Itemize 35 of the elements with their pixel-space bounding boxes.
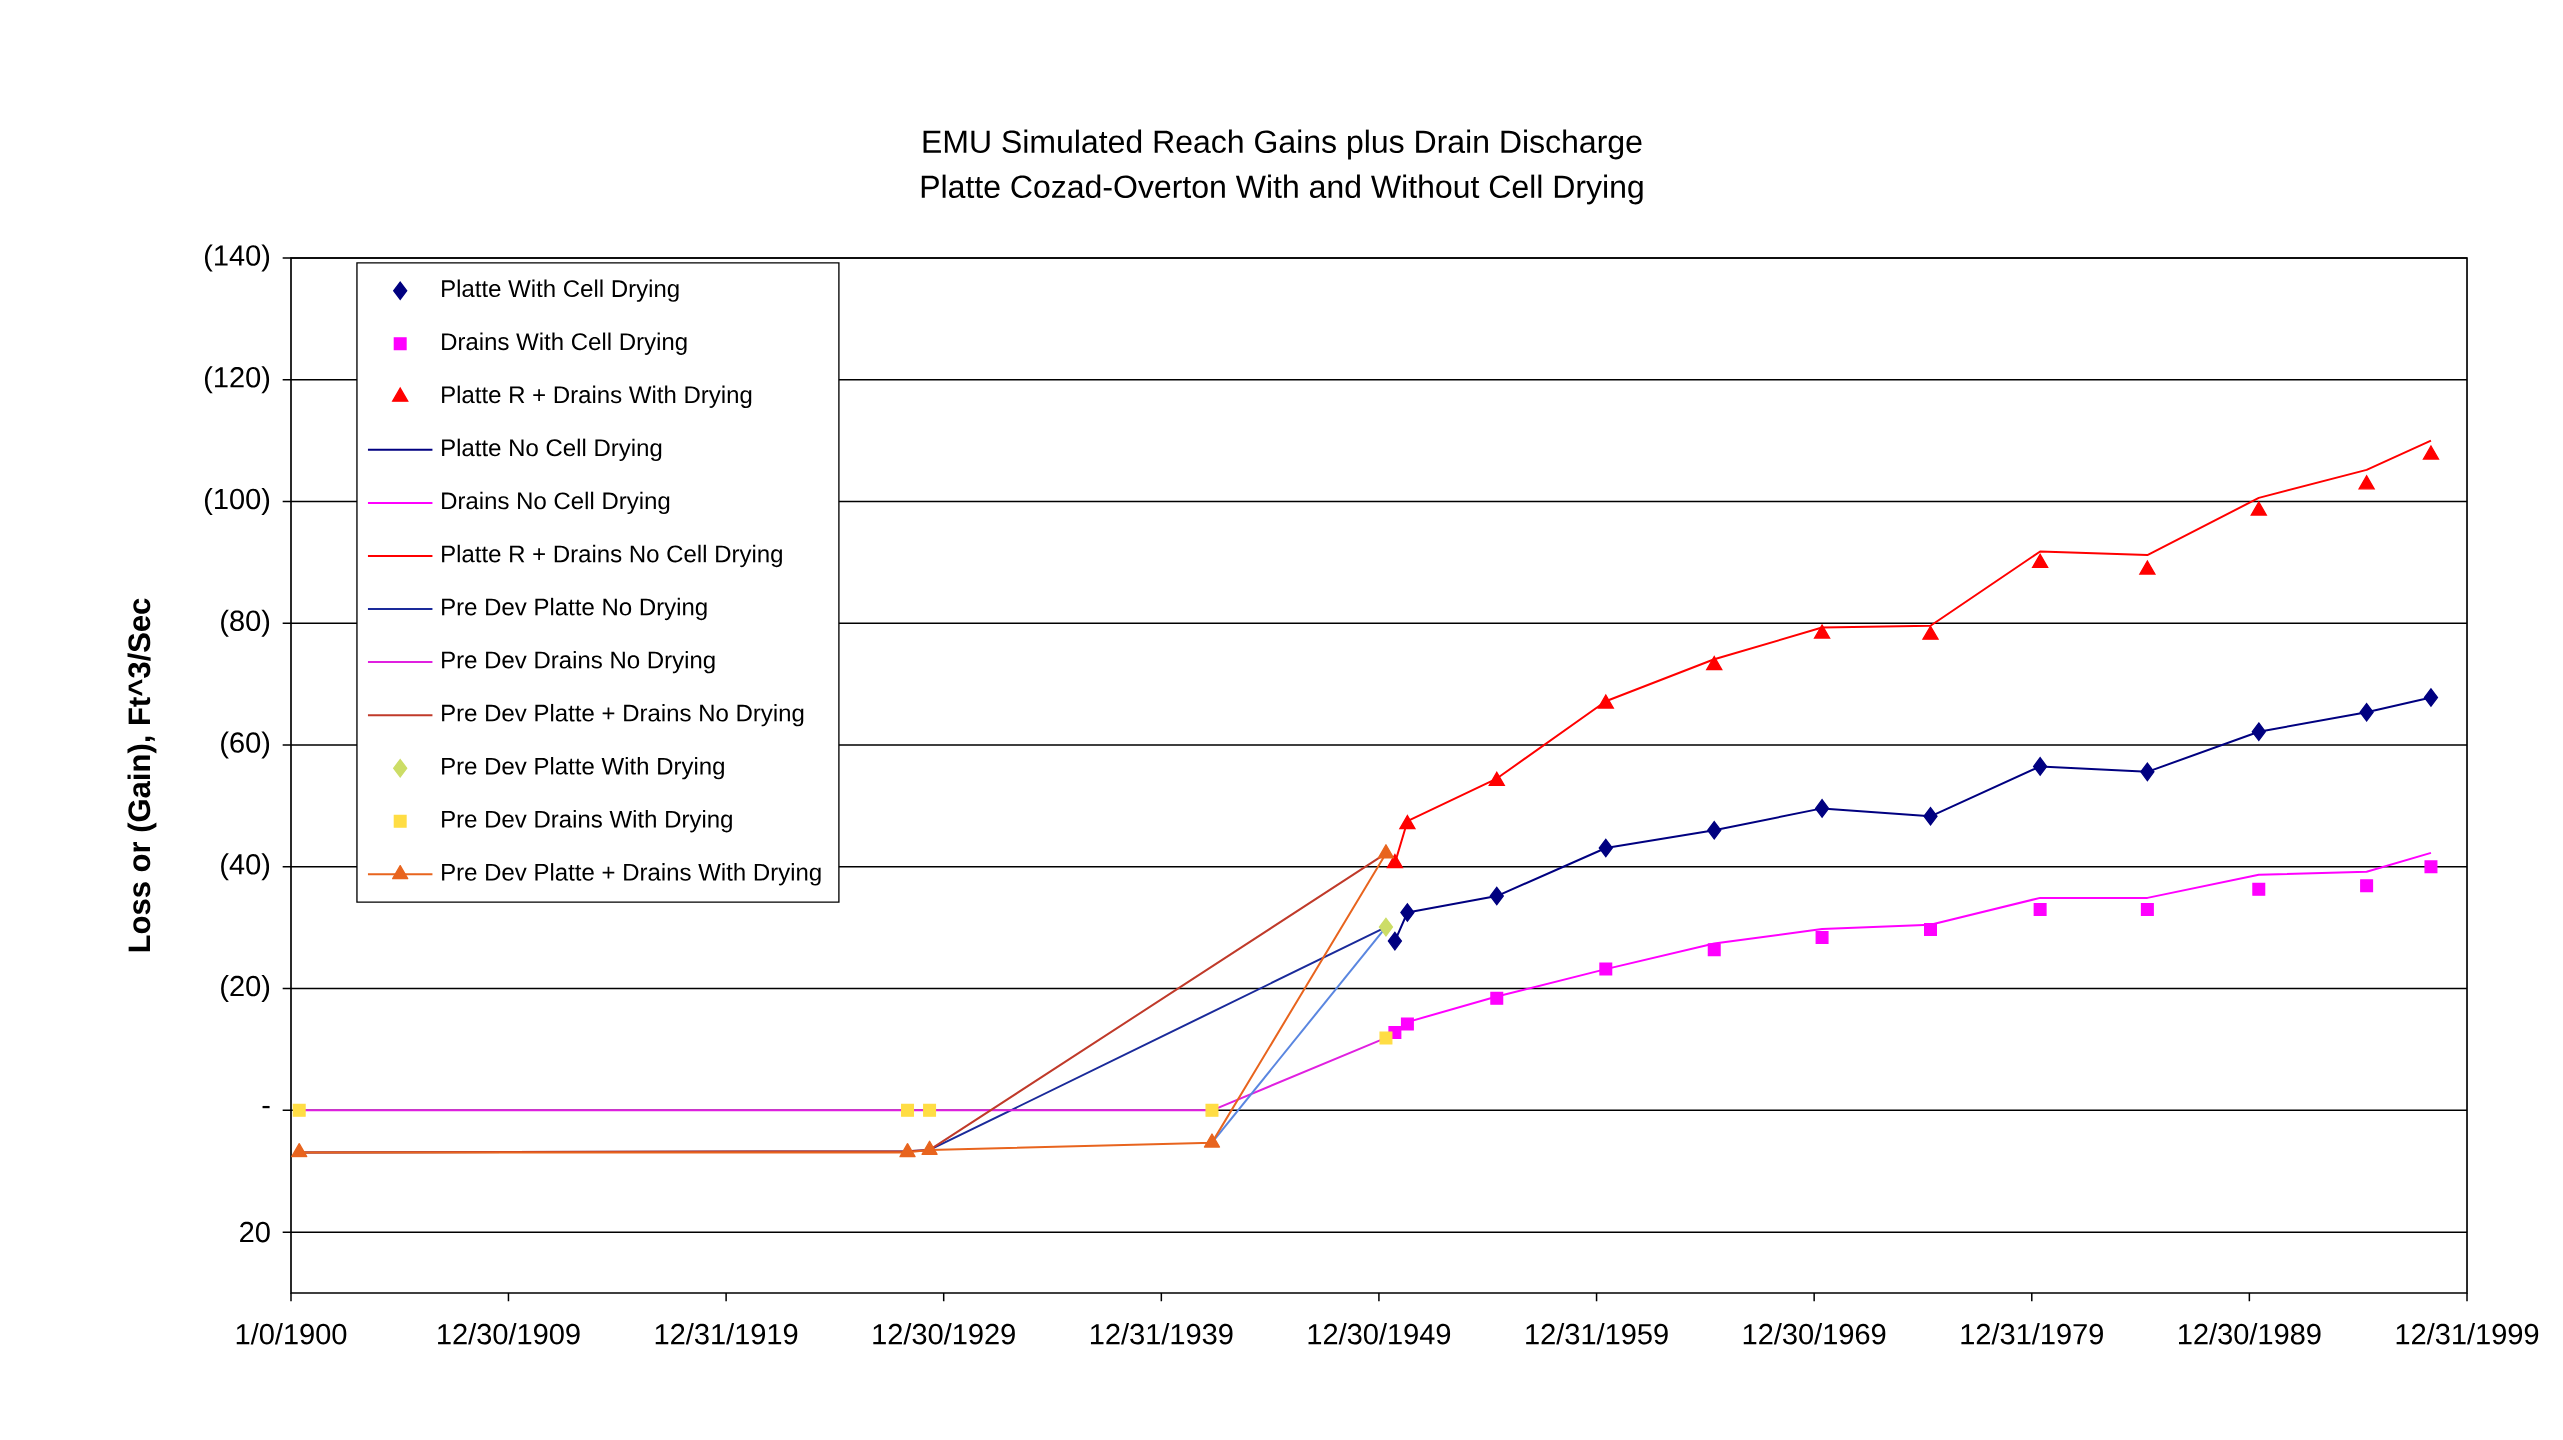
legend-label: Platte R + Drains With Drying (442, 385, 752, 408)
x-tick-label: 12/31/1919 (655, 1323, 798, 1345)
legend-label: Pre Dev Drains With Drying (442, 810, 732, 833)
y-tick-label: (140) (204, 244, 270, 272)
chart-subtitle: Platte Cozad-Overton With and Without Cell Drying (921, 174, 1643, 205)
legend-label: Drains With Cell Drying (442, 332, 687, 355)
x-tick-label: 12/31/1939 (1090, 1323, 1233, 1345)
chart-title: EMU Simulated Reach Gains plus Drain Discharge (923, 129, 1642, 160)
y-tick-label: (40) (221, 853, 270, 881)
x-tick-label: 12/31/1959 (1526, 1323, 1668, 1345)
x-tick-label: 1/0/1900 (236, 1323, 347, 1345)
y-tick-label: (20) (221, 975, 270, 1003)
legend-label: Platte No Cell Drying (442, 438, 662, 462)
y-tick-label: - (262, 1105, 270, 1109)
legend-label: Platte R + Drains No Cell Drying (442, 544, 782, 568)
legend-label: Platte With Cell Drying (442, 279, 679, 302)
legend-label: Pre Dev Platte With Drying (442, 756, 724, 780)
legend-label: Pre Dev Platte + Drains With Drying (442, 863, 821, 886)
legend-label: Pre Dev Platte No Drying (442, 597, 707, 621)
y-tick-label: (60) (221, 731, 270, 759)
y-tick-label: (100) (204, 488, 270, 516)
x-tick-label: 12/30/1909 (438, 1323, 580, 1345)
y-tick-label: (80) (221, 609, 270, 637)
x-tick-label: 12/30/1949 (1308, 1323, 1451, 1345)
x-tick-label: 12/31/1999 (2396, 1323, 2539, 1345)
legend-label: Pre Dev Platte + Drains No Drying (442, 703, 804, 727)
x-tick-label: 12/30/1929 (873, 1323, 1015, 1345)
y-tick-label: (120) (204, 366, 270, 394)
y-axis-title: Loss or (Gain), Ft^3/Sec (127, 598, 157, 952)
x-tick-label: 12/31/1979 (1961, 1323, 2103, 1345)
x-tick-label: 12/30/1969 (1743, 1323, 1886, 1345)
legend-label: Pre Dev Drains No Drying (442, 650, 715, 674)
y-tick-label: 20 (240, 1221, 270, 1243)
x-tick-label: 12/30/1989 (2179, 1323, 2321, 1345)
legend-label: Drains No Cell Drying (442, 491, 670, 515)
